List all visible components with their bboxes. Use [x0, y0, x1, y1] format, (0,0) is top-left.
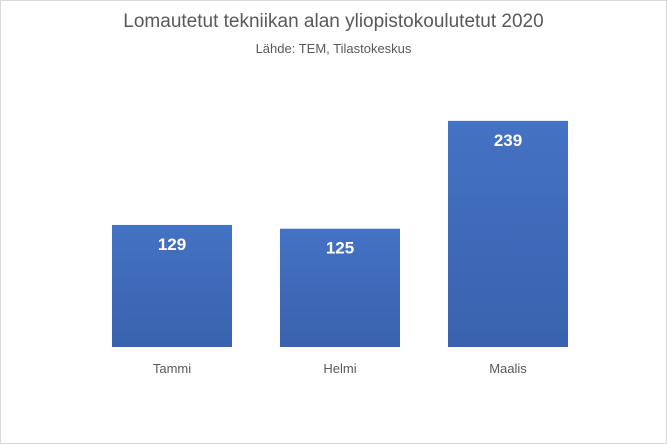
bar-maalis [448, 120, 568, 347]
chart-title: Lomautetut tekniikan alan yliopistokoulu… [123, 11, 544, 32]
data-label-helmi: 125 [326, 239, 354, 258]
category-labels-group: Tammi Helmi Maalis [153, 361, 527, 376]
category-label-maalis: Maalis [489, 361, 527, 376]
bar-tammi [112, 224, 232, 347]
category-label-tammi: Tammi [153, 361, 191, 376]
chart-subtitle: Lähde: TEM, Tilastokeskus [255, 41, 412, 56]
bars-group: 129 125 239 [112, 120, 568, 347]
data-label-maalis: 239 [494, 131, 522, 150]
category-label-helmi: Helmi [323, 361, 356, 376]
data-label-tammi: 129 [158, 235, 186, 254]
bar-helmi [280, 228, 400, 347]
